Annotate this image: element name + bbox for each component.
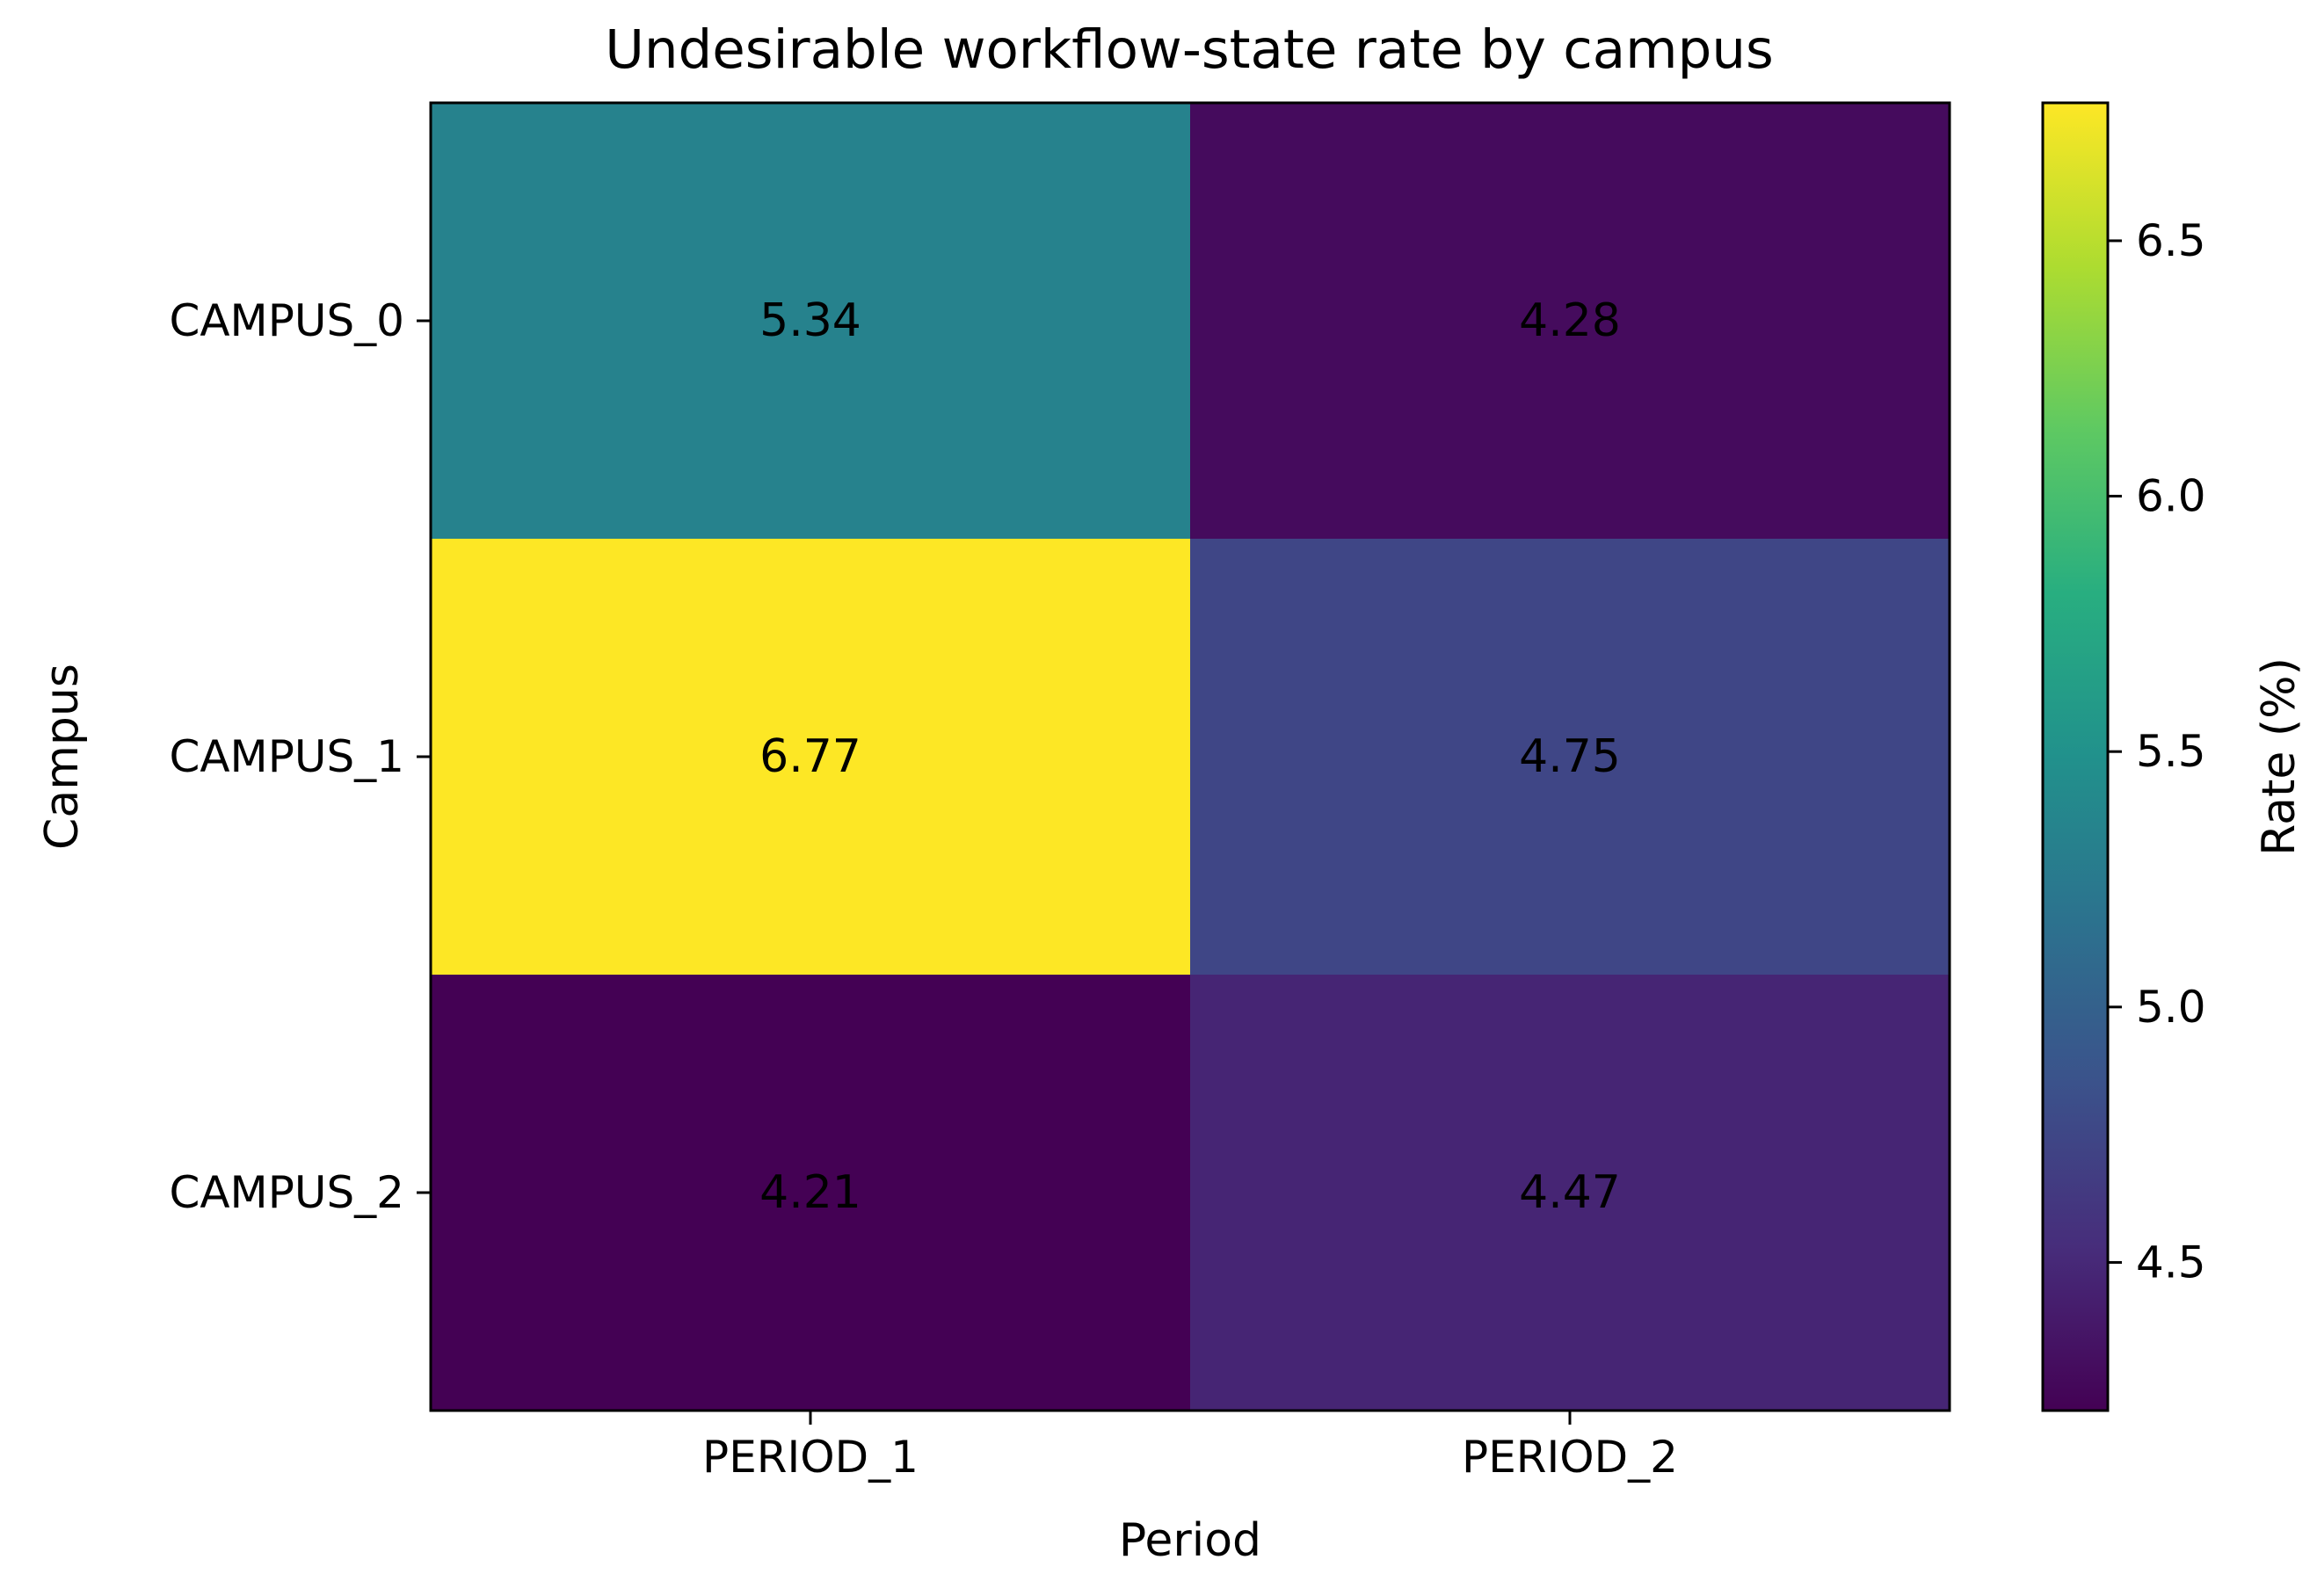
y-tick-label: CAMPUS_0 (169, 295, 404, 346)
colorbar-tick-label: 6.5 (2136, 215, 2206, 266)
y-tick-label: CAMPUS_2 (169, 1167, 404, 1218)
cell-value-label: 4.75 (1519, 730, 1621, 783)
heatmap-cells: 5.34 4.28 6.77 4.75 4.21 4.47 (431, 103, 1950, 1411)
colorbar-ticks: 4.5 5.0 5.5 6.0 6.5 (2108, 215, 2206, 1288)
y-axis-ticks: CAMPUS_0 CAMPUS_1 CAMPUS_2 (169, 295, 431, 1218)
colorbar-label: Rate (%) (2253, 657, 2306, 856)
cell-value-label: 4.28 (1519, 294, 1621, 347)
heatmap-cell (431, 539, 1191, 976)
colorbar-tick-label: 6.0 (2136, 471, 2206, 522)
heatmap-cell (431, 103, 1191, 540)
y-axis-label: Campus (36, 664, 89, 850)
x-axis-label: Period (1119, 1514, 1261, 1567)
y-tick-label: CAMPUS_1 (169, 731, 404, 782)
heatmap-cell (1190, 539, 1950, 976)
x-tick-label: PERIOD_1 (702, 1432, 919, 1483)
x-tick-label: PERIOD_2 (1462, 1432, 1678, 1483)
colorbar-frame (2041, 101, 2110, 1412)
heatmap-cell (431, 975, 1191, 1411)
colorbar-gradient (2043, 103, 2108, 1411)
colorbar-tick-label: 5.0 (2136, 982, 2206, 1033)
cell-value-label: 4.21 (759, 1166, 861, 1219)
cell-value-label: 4.47 (1519, 1166, 1621, 1219)
cell-value-label: 5.34 (759, 294, 861, 347)
cell-value-label: 6.77 (759, 730, 861, 783)
chart-title: Undesirable workflow-state rate by campu… (605, 18, 1774, 81)
heatmap-cell (1190, 975, 1950, 1411)
colorbar-tick-label: 5.5 (2136, 726, 2206, 777)
x-axis-ticks: PERIOD_1 PERIOD_2 (702, 1411, 1678, 1483)
heatmap-cell (1190, 103, 1950, 540)
colorbar-tick-label: 4.5 (2136, 1237, 2206, 1288)
